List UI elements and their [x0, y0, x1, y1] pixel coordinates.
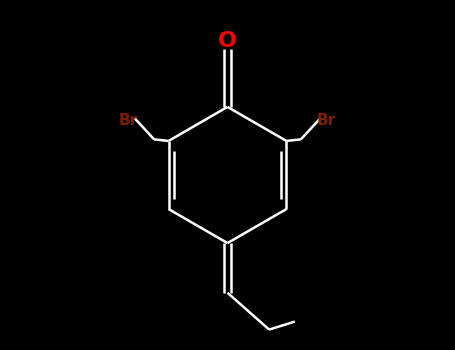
Text: Br: Br	[317, 113, 336, 128]
Text: O: O	[218, 31, 237, 51]
Text: Br: Br	[119, 113, 138, 128]
